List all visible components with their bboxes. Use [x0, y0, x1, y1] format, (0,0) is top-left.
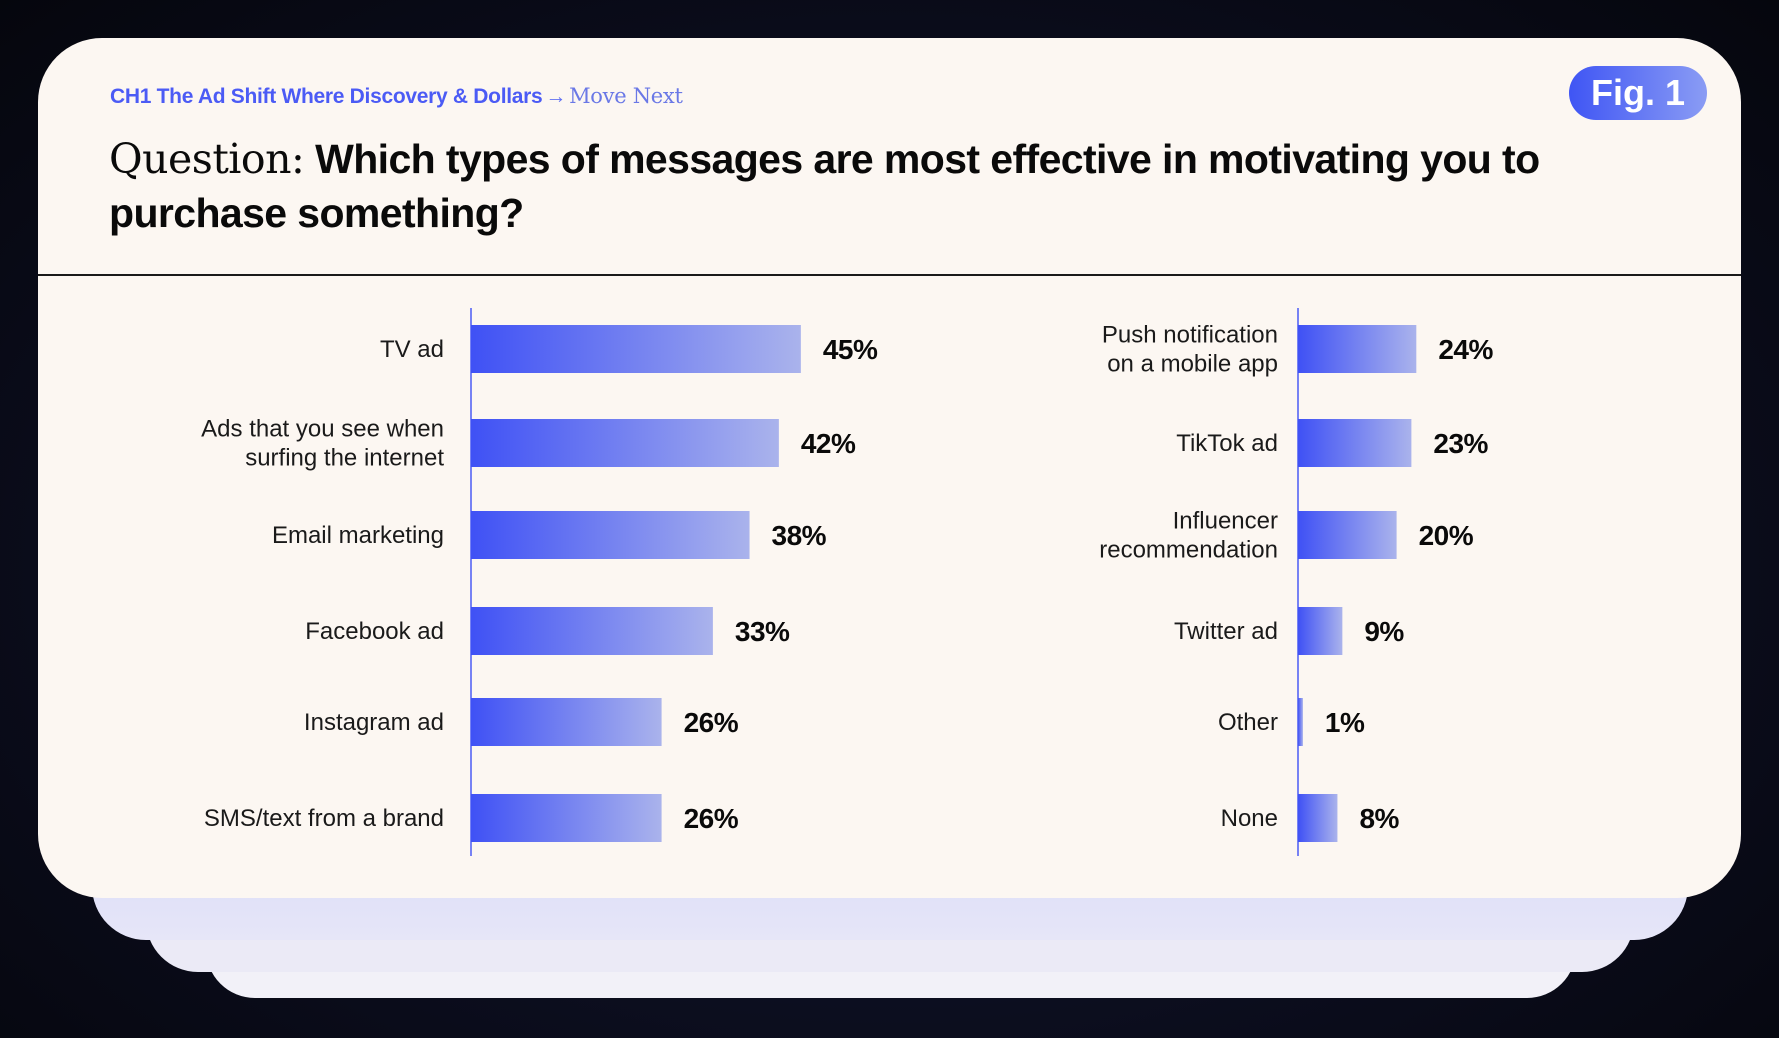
category-label: TV ad — [380, 336, 444, 363]
value-label: 26% — [684, 707, 739, 738]
value-label: 42% — [801, 428, 856, 459]
category-label-line: SMS/text from a brand — [204, 805, 444, 832]
bar-2-3 — [1298, 511, 1397, 559]
bar-1-2 — [471, 419, 779, 467]
category-label: Instagram ad — [304, 709, 444, 736]
value-label: 45% — [823, 334, 878, 365]
breadcrumb: CH1 The Ad Shift Where Discovery & Dolla… — [110, 84, 683, 109]
category-label-line: Ads that you see when — [201, 416, 444, 443]
category-label: Other — [1218, 709, 1278, 736]
category-label-line: Email marketing — [272, 522, 444, 549]
category-label-line: None — [1221, 805, 1278, 832]
bar-1-1 — [471, 325, 801, 373]
bar-2-5 — [1298, 698, 1303, 746]
chart-panel-2: 24% Push notification on a mobile app 23% Ti… — [1099, 308, 1494, 856]
question-title: Question: Which types of messages are mo… — [109, 132, 1569, 240]
category-label: Push notification on a mobile app — [1102, 322, 1278, 378]
category-label: Email marketing — [272, 522, 444, 549]
value-label: 26% — [684, 803, 739, 834]
category-label-line: TikTok ad — [1176, 430, 1278, 457]
value-label: 8% — [1359, 803, 1399, 834]
category-label-line: surfing the internet — [245, 445, 444, 472]
category-label: Twitter ad — [1174, 618, 1278, 645]
value-label: 9% — [1364, 616, 1404, 647]
value-label: 24% — [1438, 334, 1493, 365]
value-label: 1% — [1325, 707, 1365, 738]
bar-chart-area: 45% TV ad 42% Ads that you see when surfing … — [201, 308, 1494, 856]
value-label: 38% — [772, 520, 827, 551]
bar-1-3 — [471, 511, 750, 559]
question-text: Which types of messages are most effecti… — [109, 136, 1540, 236]
breadcrumb-chapter[interactable]: CH1 The Ad Shift Where Discovery & Dolla… — [110, 85, 543, 108]
breadcrumb-next-link[interactable]: Move Next — [569, 84, 683, 108]
category-label: Influencer recommendation — [1099, 508, 1278, 564]
category-label-line: recommendation — [1099, 537, 1278, 564]
category-label-line: Other — [1218, 709, 1278, 736]
bar-2-1 — [1298, 325, 1417, 373]
bar-1-6 — [471, 794, 662, 842]
category-label-line: Instagram ad — [304, 709, 444, 736]
category-label-line: Twitter ad — [1174, 618, 1278, 645]
question-lead: Question: — [109, 135, 305, 183]
value-label: 20% — [1419, 520, 1474, 551]
category-label-line: on a mobile app — [1107, 351, 1278, 378]
value-label: 33% — [735, 616, 790, 647]
figure-badge: Fig. 1 — [1568, 66, 1707, 120]
bar-2-2 — [1298, 419, 1412, 467]
category-label-line: Push notification — [1102, 322, 1278, 349]
category-label: SMS/text from a brand — [204, 805, 444, 832]
bar-1-5 — [471, 698, 662, 746]
bar-1-4 — [471, 607, 713, 655]
chart-panel-1: 45% TV ad 42% Ads that you see when surfing … — [201, 308, 878, 856]
category-label: Ads that you see when surfing the interne… — [201, 416, 444, 472]
figure-card: CH1 The Ad Shift Where Discovery & Dolla… — [38, 38, 1741, 898]
category-label: None — [1221, 805, 1278, 832]
category-label: TikTok ad — [1176, 430, 1278, 457]
category-label-line: Influencer — [1173, 508, 1278, 535]
bar-2-6 — [1298, 794, 1338, 842]
category-label: Facebook ad — [305, 618, 444, 645]
arrow-right-icon: → — [545, 85, 567, 108]
category-label-line: Facebook ad — [305, 618, 444, 645]
value-label: 23% — [1433, 428, 1488, 459]
bar-2-4 — [1298, 607, 1343, 655]
header-divider — [38, 274, 1741, 276]
category-label-line: TV ad — [380, 336, 444, 363]
